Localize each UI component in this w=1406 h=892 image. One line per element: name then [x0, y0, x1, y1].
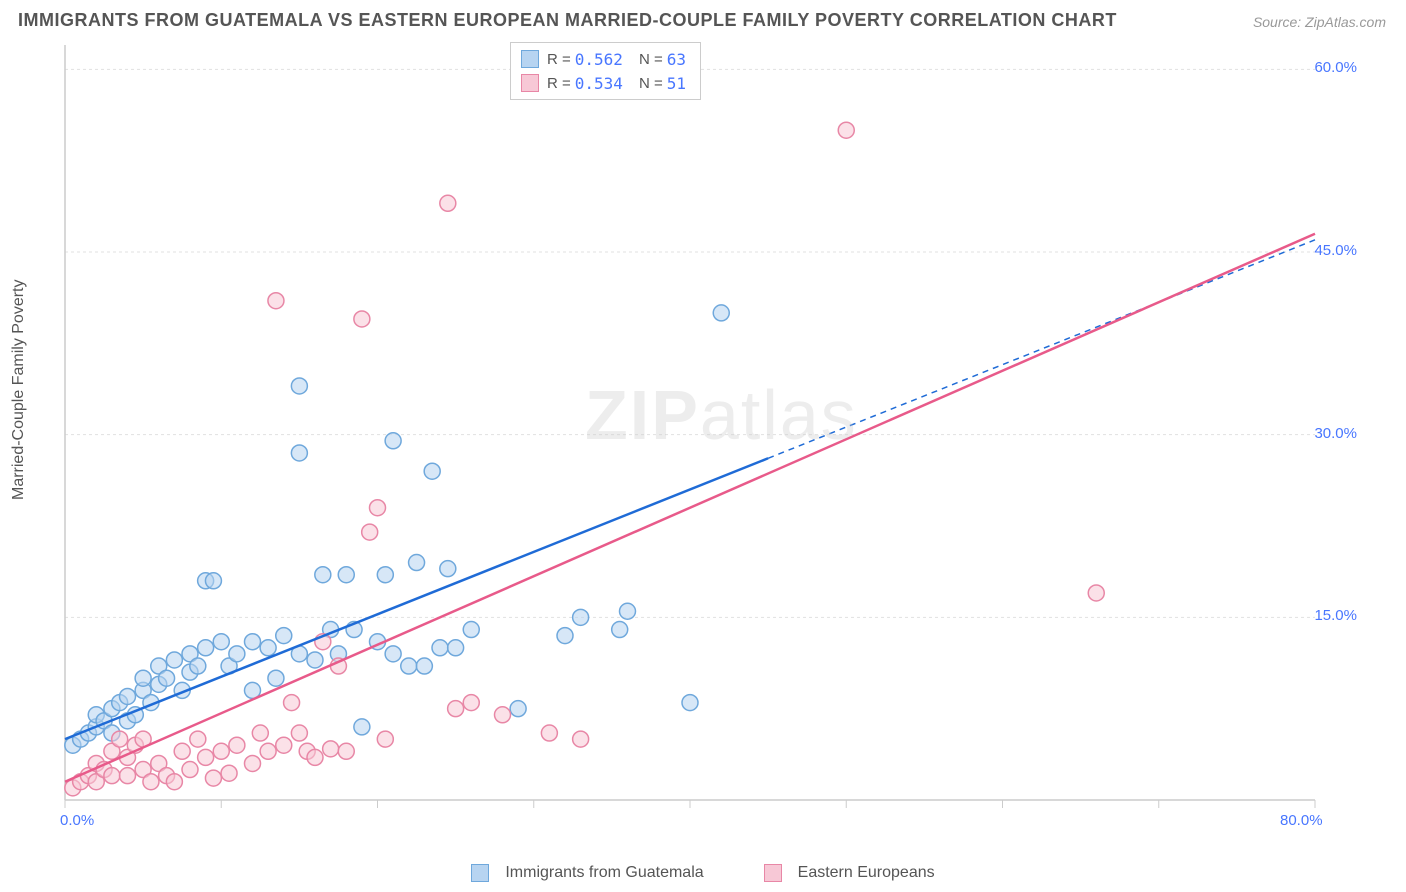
legend-n-label: N =: [639, 75, 663, 92]
series-name: Eastern Europeans: [798, 864, 935, 882]
legend-n-value: 63: [667, 50, 686, 69]
y-tick-label: 30.0%: [1314, 425, 1357, 442]
legend-swatch: [521, 50, 539, 68]
series-legend-item: Immigrants from Guatemala: [471, 864, 703, 882]
chart-title: IMMIGRANTS FROM GUATEMALA VS EASTERN EUR…: [18, 10, 1117, 31]
scatter-plot: ZIPatlas R = 0.562N = 63R = 0.534N = 51 …: [55, 40, 1355, 830]
legend-r-value: 0.534: [575, 74, 623, 93]
y-tick-label: 60.0%: [1314, 59, 1357, 76]
series-legend-item: Eastern Europeans: [764, 864, 935, 882]
legend-swatch: [471, 864, 489, 882]
legend-swatch: [764, 864, 782, 882]
legend-r-label: R =: [547, 75, 571, 92]
y-tick-label: 45.0%: [1314, 242, 1357, 259]
x-tick-label: 80.0%: [1280, 812, 1323, 829]
legend-n-label: N =: [639, 51, 663, 68]
chart-canvas: [55, 40, 1355, 830]
x-tick-label: 0.0%: [60, 812, 94, 829]
legend-row: R = 0.534 N = 51: [521, 71, 690, 95]
legend-r-value: 0.562: [575, 50, 623, 69]
legend-row: R = 0.562 N = 63: [521, 47, 690, 71]
y-axis-label: Married-Couple Family Poverty: [10, 279, 28, 500]
source-attribution: Source: ZipAtlas.com: [1253, 14, 1386, 30]
series-name: Immigrants from Guatemala: [505, 864, 703, 882]
series-legend: Immigrants from Guatemala Eastern Europea…: [0, 864, 1406, 882]
legend-swatch: [521, 74, 539, 92]
correlation-legend: R = 0.562 N = 63 R = 0.534 N = 51: [510, 42, 701, 100]
legend-n-value: 51: [667, 74, 686, 93]
y-tick-label: 15.0%: [1314, 607, 1357, 624]
legend-r-label: R =: [547, 51, 571, 68]
